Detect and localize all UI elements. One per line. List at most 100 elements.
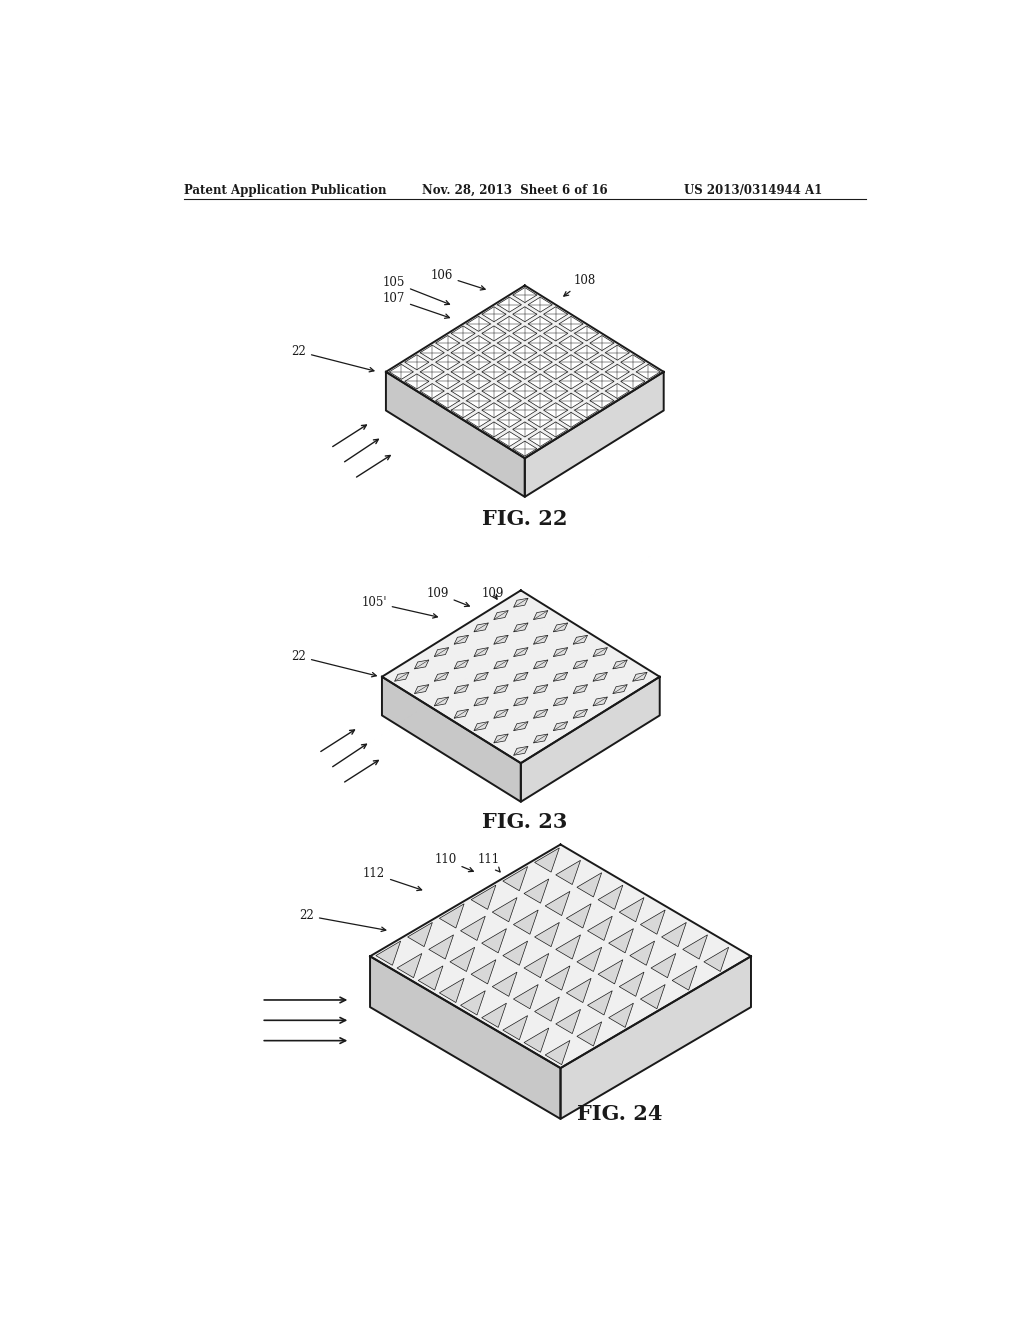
Polygon shape (450, 948, 475, 972)
Polygon shape (467, 412, 490, 428)
Text: FIG. 22: FIG. 22 (482, 510, 567, 529)
Polygon shape (573, 709, 588, 718)
Text: Patent Application Publication: Patent Application Publication (183, 183, 386, 197)
Polygon shape (566, 904, 591, 928)
Polygon shape (435, 355, 460, 370)
Polygon shape (588, 991, 612, 1015)
Polygon shape (471, 960, 496, 983)
Polygon shape (513, 384, 537, 399)
Polygon shape (467, 393, 490, 408)
Polygon shape (683, 935, 708, 960)
Polygon shape (498, 317, 521, 331)
Polygon shape (620, 972, 644, 997)
Polygon shape (482, 306, 506, 322)
Polygon shape (455, 709, 468, 718)
Polygon shape (545, 966, 570, 990)
Polygon shape (553, 697, 567, 706)
Polygon shape (672, 966, 697, 990)
Polygon shape (577, 948, 602, 972)
Polygon shape (434, 648, 449, 656)
Polygon shape (528, 335, 552, 351)
Polygon shape (574, 364, 599, 379)
Text: 112: 112 (362, 867, 422, 891)
Polygon shape (498, 412, 521, 428)
Polygon shape (559, 393, 583, 408)
Text: Nov. 28, 2013  Sheet 6 of 16: Nov. 28, 2013 Sheet 6 of 16 (422, 183, 607, 197)
Polygon shape (514, 648, 528, 656)
Text: 22: 22 (291, 649, 376, 677)
Polygon shape (608, 929, 634, 953)
Polygon shape (598, 886, 623, 909)
Polygon shape (494, 734, 508, 743)
Polygon shape (455, 635, 468, 644)
Text: 110: 110 (434, 853, 473, 871)
Polygon shape (474, 648, 488, 656)
Polygon shape (434, 672, 449, 681)
Polygon shape (528, 317, 552, 331)
Text: 108: 108 (564, 273, 595, 296)
Text: 106: 106 (430, 269, 485, 290)
Polygon shape (435, 393, 460, 408)
Polygon shape (521, 677, 659, 801)
Polygon shape (553, 648, 567, 656)
Polygon shape (451, 403, 475, 417)
Polygon shape (528, 432, 552, 446)
Polygon shape (467, 317, 490, 331)
Polygon shape (408, 923, 432, 946)
Polygon shape (574, 345, 599, 360)
Polygon shape (482, 403, 506, 417)
Polygon shape (590, 374, 614, 389)
Polygon shape (534, 685, 548, 693)
Polygon shape (429, 935, 454, 960)
Text: 107: 107 (383, 292, 450, 318)
Polygon shape (386, 285, 664, 458)
Polygon shape (534, 635, 548, 644)
Polygon shape (651, 953, 676, 978)
Polygon shape (420, 345, 444, 360)
Polygon shape (577, 1022, 602, 1045)
Polygon shape (534, 734, 548, 743)
Polygon shape (386, 372, 524, 496)
Polygon shape (621, 355, 645, 370)
Polygon shape (451, 384, 475, 399)
Polygon shape (514, 746, 528, 755)
Polygon shape (593, 672, 607, 681)
Polygon shape (498, 432, 521, 446)
Polygon shape (574, 326, 599, 341)
Polygon shape (544, 306, 567, 322)
Polygon shape (544, 384, 567, 399)
Polygon shape (573, 635, 588, 644)
Polygon shape (573, 660, 588, 669)
Polygon shape (598, 960, 623, 983)
Text: 105: 105 (383, 276, 450, 305)
Polygon shape (498, 297, 521, 312)
Polygon shape (605, 364, 630, 379)
Polygon shape (524, 372, 664, 496)
Polygon shape (494, 611, 508, 619)
Polygon shape (503, 941, 527, 965)
Polygon shape (376, 941, 400, 965)
Polygon shape (481, 929, 507, 953)
Polygon shape (514, 697, 528, 706)
Polygon shape (482, 326, 506, 341)
Polygon shape (528, 374, 552, 389)
Polygon shape (528, 297, 552, 312)
Polygon shape (514, 722, 528, 730)
Text: FIG. 24: FIG. 24 (578, 1104, 663, 1123)
Polygon shape (493, 972, 517, 997)
Polygon shape (588, 916, 612, 940)
Polygon shape (605, 345, 630, 360)
Polygon shape (556, 861, 581, 884)
Polygon shape (513, 422, 537, 437)
Polygon shape (544, 403, 567, 417)
Polygon shape (590, 335, 614, 351)
Polygon shape (514, 623, 528, 632)
Polygon shape (593, 648, 607, 656)
Text: 111: 111 (478, 853, 500, 873)
Polygon shape (621, 374, 645, 389)
Polygon shape (382, 590, 659, 763)
Polygon shape (573, 685, 588, 693)
Polygon shape (482, 422, 506, 437)
Polygon shape (577, 873, 602, 898)
Polygon shape (455, 685, 468, 693)
